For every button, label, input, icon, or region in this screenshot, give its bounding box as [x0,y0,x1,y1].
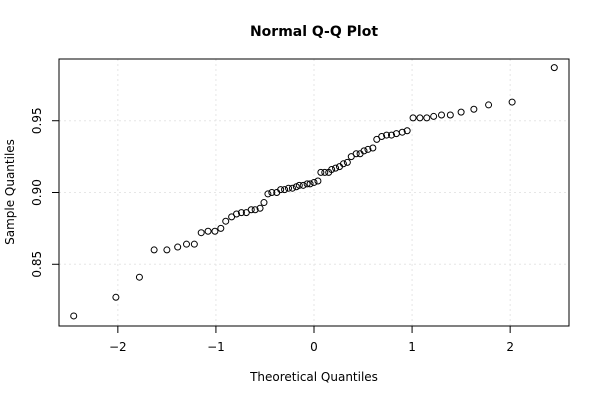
x-tick-label: 0 [310,340,318,354]
data-point-60 [438,111,445,119]
data-point-63 [470,105,478,113]
data-point-26 [285,184,292,192]
x-axis-label: Theoretical Quantiles [249,370,378,384]
data-point-9 [204,227,212,235]
data-point-58 [423,114,431,122]
data-point-5 [174,243,182,251]
data-point-48 [369,144,377,152]
data-point-50 [378,133,386,141]
data-point-24 [277,186,285,194]
data-point-42 [343,158,351,166]
y-tick-label: 0.95 [30,107,44,134]
data-point-21 [264,190,272,198]
data-point-20 [260,199,268,207]
x-tick-label: −1 [207,340,225,354]
data-point-22 [268,189,276,196]
data-point-59 [430,112,438,120]
x-axis: −2 −1 0 1 2 [109,326,514,354]
data-point-56 [409,114,417,122]
data-point-57 [416,114,424,122]
x-tick-label: 2 [506,340,514,354]
grid-lines [59,59,569,326]
data-point-39 [332,164,340,172]
data-point-25 [281,186,289,194]
y-axis: 0.85 0.90 0.95 [30,107,59,278]
data-point-17 [247,206,255,214]
data-point-62 [457,108,465,116]
data-point-6 [183,240,190,248]
data-point-30 [299,181,307,189]
data-point-55 [403,127,411,135]
data-point-15 [237,209,245,217]
data-point-19 [256,204,264,212]
data-point-0 [70,312,78,320]
data-point-7 [190,240,198,248]
data-point-32 [306,180,314,188]
x-tick-label: 1 [408,340,416,354]
data-point-27 [288,184,296,192]
data-point-11 [217,224,225,232]
data-point-33 [310,178,318,186]
data-point-66 [550,64,558,72]
data-point-36 [321,168,329,176]
data-points [70,64,558,320]
data-point-10 [211,227,219,235]
data-point-64 [485,101,493,109]
data-point-35 [317,168,325,176]
data-point-4 [163,246,171,254]
data-point-3 [150,246,158,254]
y-tick-label: 0.85 [30,251,44,278]
data-point-8 [197,229,205,237]
data-point-47 [364,145,372,153]
data-point-38 [328,166,336,174]
y-tick-label: 0.90 [30,179,44,206]
data-point-65 [508,98,516,106]
data-point-46 [360,147,368,155]
y-axis-label: Sample Quantiles [3,139,17,245]
data-point-1 [112,293,120,301]
data-point-29 [295,181,303,189]
chart-title: Normal Q-Q Plot [250,24,378,40]
data-point-14 [233,210,241,218]
data-point-34 [314,177,322,185]
x-tick-label: −2 [109,340,127,354]
data-point-54 [398,128,406,136]
data-point-61 [446,111,454,119]
data-point-51 [383,131,391,139]
data-point-31 [303,180,311,188]
data-point-44 [352,150,360,158]
data-point-52 [387,131,395,139]
data-point-18 [251,206,259,214]
data-point-2 [135,273,143,281]
data-point-12 [222,217,230,225]
data-point-41 [339,160,347,168]
